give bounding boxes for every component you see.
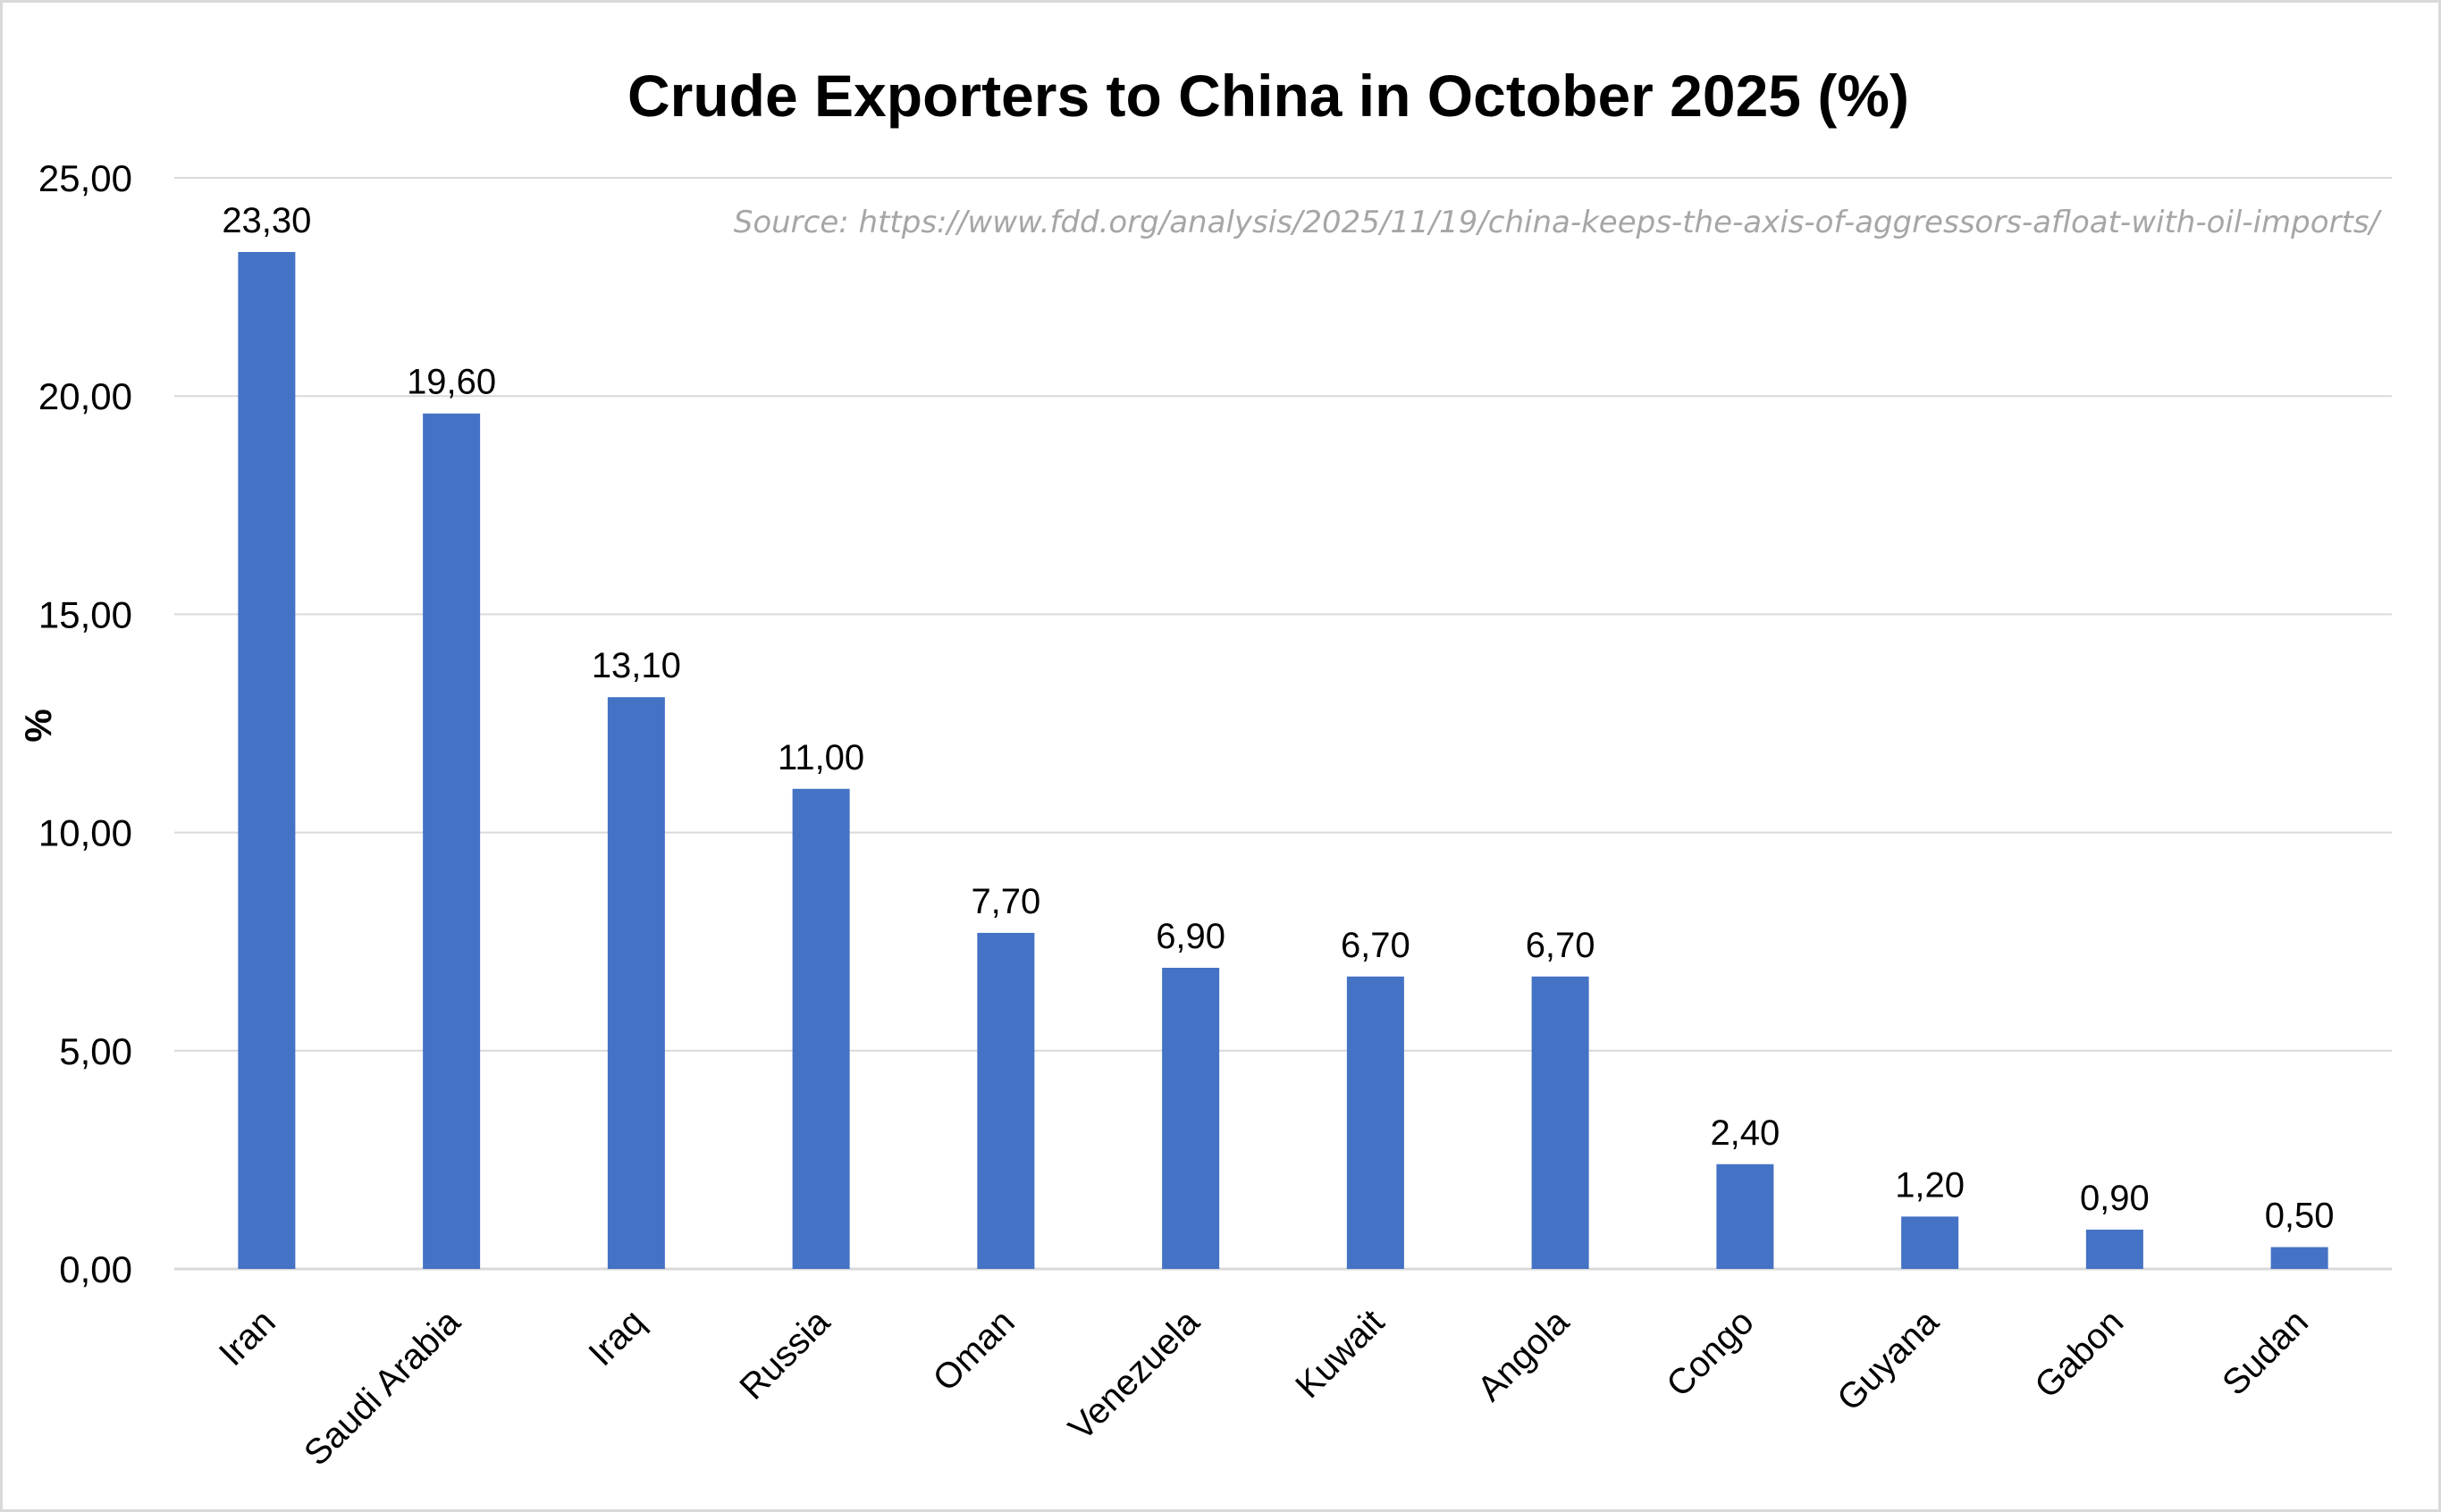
bar-saudi-arabia — [423, 413, 481, 1270]
data-label: 6,70 — [1341, 926, 1410, 965]
bar-oman — [977, 932, 1035, 1269]
x-tick-label: Saudi Arabia — [297, 1302, 468, 1474]
bar-angola — [1531, 976, 1589, 1269]
x-tick-label: Guyana — [1830, 1302, 1947, 1419]
x-tick-label: Iran — [212, 1302, 283, 1373]
data-label: 6,90 — [1156, 917, 1225, 956]
x-tick-label: Oman — [926, 1302, 1023, 1399]
bar-russia — [792, 788, 850, 1269]
chart-title: Crude Exporters to China in October 2025… — [627, 63, 1909, 129]
x-tick-label: Angola — [1470, 1302, 1578, 1409]
y-tick-label: 0,00 — [59, 1248, 132, 1290]
y-tick-label: 5,00 — [59, 1030, 132, 1072]
bar-iraq — [607, 697, 665, 1269]
bar-iran — [238, 252, 296, 1269]
data-labels: 23,30 19,60 13,10 11,00 7,70 6,90 6,70 6,70 2,40… — [222, 201, 2334, 1236]
y-tick-labels: 0,00 5,00 10,00 15,00 20,00 25,00 — [38, 157, 132, 1290]
data-label: 6,70 — [1526, 926, 1595, 965]
y-tick-label: 10,00 — [38, 812, 132, 854]
bar-congo — [1716, 1163, 1774, 1269]
x-tick-label: Gabon — [2027, 1302, 2131, 1406]
data-label: 13,10 — [592, 646, 681, 685]
bars — [238, 252, 2328, 1270]
data-label: 0,50 — [2265, 1197, 2335, 1236]
y-tick-label: 25,00 — [38, 157, 132, 199]
data-label: 1,20 — [1895, 1165, 1965, 1205]
data-label: 0,90 — [2080, 1179, 2150, 1218]
bar-guyana — [1901, 1216, 1959, 1269]
data-label: 7,70 — [971, 882, 1040, 921]
bar-gabon — [2085, 1230, 2143, 1269]
data-label: 23,30 — [222, 201, 311, 240]
x-tick-label: Sudan — [2215, 1302, 2316, 1403]
x-tick-label: Kuwait — [1288, 1302, 1392, 1406]
data-label: 19,60 — [407, 363, 496, 402]
data-label: 2,40 — [1710, 1113, 1780, 1153]
bar-venezuela — [1162, 968, 1220, 1269]
x-tick-label: Russia — [732, 1302, 838, 1407]
y-axis-label: % — [17, 709, 59, 742]
x-tick-label: Iraq — [581, 1302, 652, 1373]
bar-kuwait — [1346, 976, 1404, 1269]
x-tick-labels: Iran Saudi Arabia Iraq Russia Oman Venezuela K… — [212, 1302, 2316, 1474]
gridlines — [174, 177, 2392, 1271]
x-tick-label: Congo — [1659, 1302, 1761, 1404]
bar-sudan — [2270, 1247, 2328, 1269]
y-tick-label: 15,00 — [38, 593, 132, 635]
y-tick-label: 20,00 — [38, 375, 132, 417]
data-label: 11,00 — [778, 738, 864, 777]
chart-source: Source: https://www.fdd.org/analysis/202… — [734, 205, 2383, 240]
x-tick-label: Venezuela — [1061, 1302, 1208, 1449]
